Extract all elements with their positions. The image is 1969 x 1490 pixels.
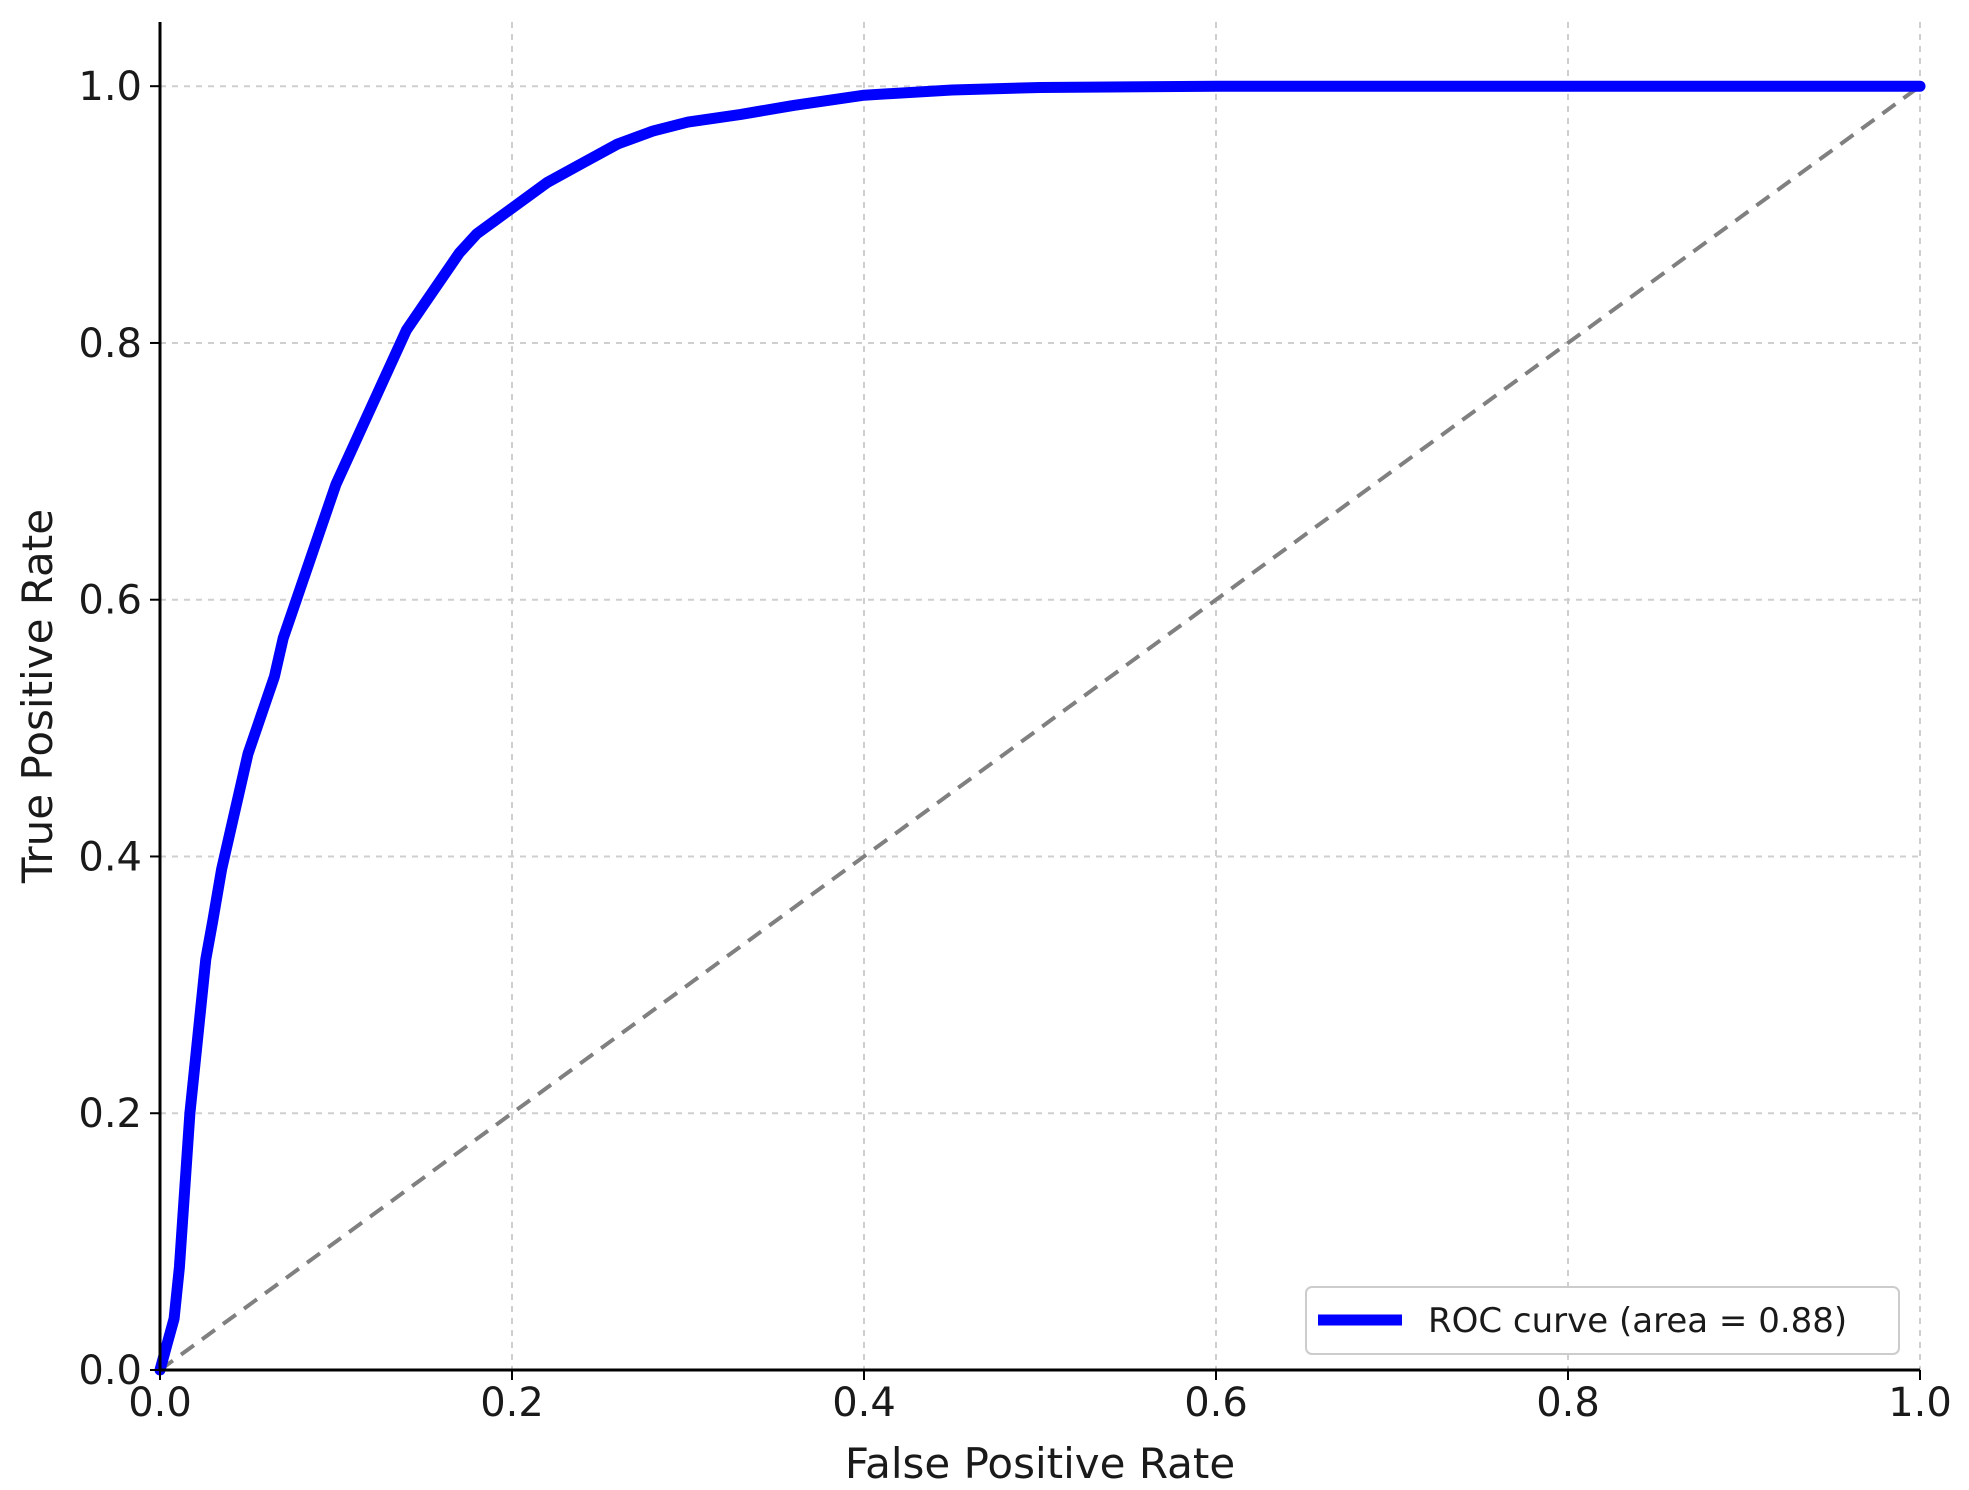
roc-curve-line [154, 80, 1926, 1376]
y-tick-label: 0.6 [78, 578, 142, 624]
legend-box [1305, 1286, 1900, 1355]
y-tick-label: 0.2 [78, 1091, 142, 1137]
x-tick-label: 0.2 [480, 1380, 544, 1426]
legend: ROC curve (area = 0.88) [1305, 1286, 1900, 1355]
axes [158, 22, 1920, 1372]
x-axis-label: False Positive Rate [845, 1439, 1235, 1488]
y-tick-label: 0.0 [78, 1348, 142, 1394]
tick-marks: 0.0 0.2 0.4 0.6 0.8 1.0 0.0 0.2 0.4 0.6 0.8 1.0 [78, 64, 1951, 1426]
x-tick-label: 0.0 [128, 1380, 192, 1426]
x-tick-label: 0.4 [832, 1380, 896, 1426]
x-tick-label: 0.6 [1184, 1380, 1248, 1426]
x-tick-label: 0.8 [1536, 1380, 1600, 1426]
legend-entry-roc: ROC curve (area = 0.88) [1428, 1301, 1847, 1341]
grid-lines [159, 22, 1921, 1371]
chance-diagonal-line [158, 84, 1922, 1372]
y-axis-label: True Positive Rate [13, 509, 62, 884]
y-tick-label: 0.8 [78, 321, 142, 367]
y-tick-label: 1.0 [78, 64, 142, 110]
series-layer [154, 80, 1926, 1376]
y-tick-label: 0.4 [78, 834, 142, 880]
x-tick-label: 1.0 [1888, 1380, 1952, 1426]
axis-labels: False Positive Rate True Positive Rate [13, 509, 1235, 1488]
